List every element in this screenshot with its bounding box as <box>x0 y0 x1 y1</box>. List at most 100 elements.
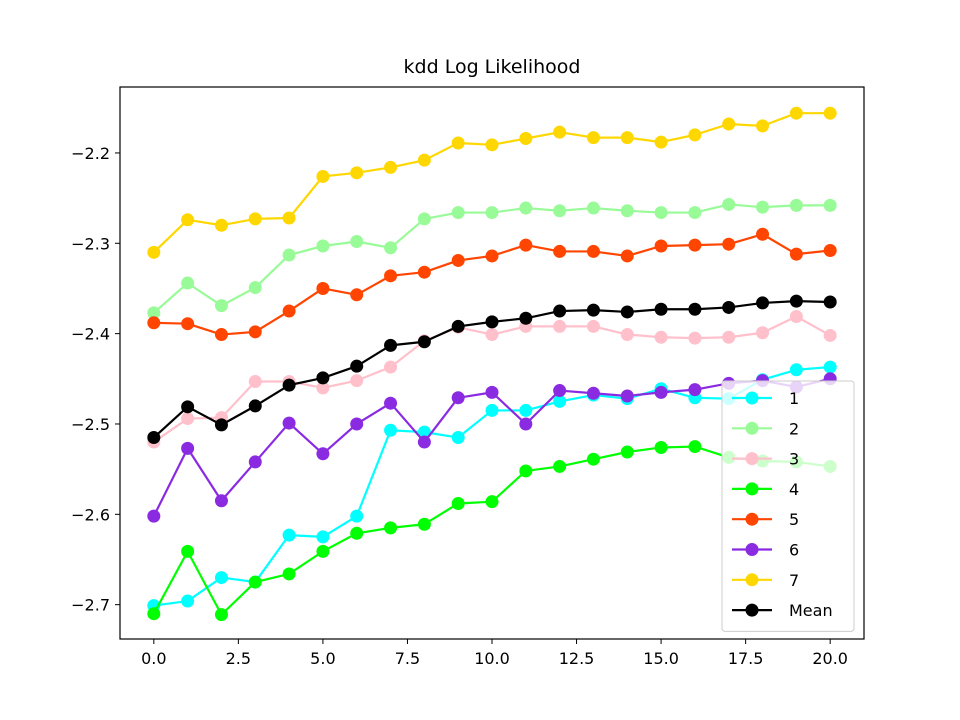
x-tick-label: 17.5 <box>728 649 764 668</box>
data-point <box>316 381 330 395</box>
legend-box <box>721 380 855 632</box>
data-point <box>586 201 600 215</box>
legend: 1 2 3 4 5 6 7 Mean <box>721 380 855 632</box>
data-point <box>248 375 262 389</box>
series-mean <box>147 294 837 445</box>
data-point <box>147 316 161 330</box>
data-point <box>181 213 195 227</box>
data-point <box>654 239 668 253</box>
legend-swatch-marker <box>745 391 759 405</box>
data-point <box>688 440 702 454</box>
data-point <box>282 528 296 542</box>
data-point <box>688 128 702 142</box>
data-point <box>823 198 837 212</box>
data-point <box>350 359 364 373</box>
x-tick-label: 5.0 <box>310 649 335 668</box>
data-point <box>722 117 736 131</box>
data-point <box>417 265 431 279</box>
series-2 <box>147 197 837 320</box>
y-tick-label: −2.6 <box>71 505 110 524</box>
data-point <box>722 300 736 314</box>
data-point <box>384 338 398 352</box>
data-point <box>147 306 161 320</box>
legend-item-mean: Mean <box>732 601 833 620</box>
legend-label: 3 <box>789 450 799 469</box>
legend-swatch-marker <box>745 543 759 556</box>
legend-swatch-marker <box>745 512 759 526</box>
data-point <box>553 244 567 258</box>
chart-title: kdd Log Likelihood <box>404 56 581 78</box>
data-point <box>485 138 499 152</box>
data-point <box>586 386 600 400</box>
data-point <box>654 385 668 399</box>
data-point <box>620 305 634 319</box>
data-point <box>316 281 330 295</box>
data-point <box>451 496 465 510</box>
data-point <box>214 418 228 432</box>
data-point <box>282 304 296 318</box>
data-point <box>417 517 431 531</box>
data-point <box>789 294 803 308</box>
legend-item-3: 3 <box>732 450 799 469</box>
data-point <box>553 459 567 473</box>
data-point <box>316 530 330 544</box>
data-point <box>620 389 634 403</box>
data-point <box>282 378 296 392</box>
data-point <box>248 212 262 226</box>
data-point <box>451 431 465 445</box>
data-point <box>586 303 600 317</box>
data-point <box>282 211 296 225</box>
data-point <box>485 385 499 399</box>
data-point <box>654 135 668 149</box>
data-point <box>553 204 567 218</box>
data-point <box>789 106 803 120</box>
data-point <box>248 281 262 295</box>
data-point <box>654 302 668 316</box>
data-point <box>147 431 161 445</box>
data-point <box>384 396 398 410</box>
x-tick-label: 12.5 <box>559 649 595 668</box>
data-point <box>485 315 499 329</box>
legend-label: 7 <box>789 571 799 590</box>
data-point <box>451 206 465 220</box>
data-point <box>688 302 702 316</box>
x-tick-label: 20.0 <box>812 649 848 668</box>
data-point <box>722 330 736 344</box>
data-point <box>316 239 330 253</box>
legend-label: 2 <box>789 419 799 438</box>
x-tick-label: 10.0 <box>474 649 510 668</box>
data-point <box>586 131 600 145</box>
data-point <box>485 249 499 263</box>
data-point <box>282 416 296 430</box>
data-point <box>451 391 465 405</box>
data-point <box>248 455 262 469</box>
legend-item-4: 4 <box>732 480 799 499</box>
data-point <box>485 206 499 220</box>
data-point <box>485 403 499 417</box>
data-point <box>147 509 161 523</box>
data-point <box>519 238 533 252</box>
data-point <box>214 299 228 313</box>
data-point <box>620 328 634 342</box>
legend-swatch-marker <box>745 482 759 496</box>
data-point <box>722 197 736 211</box>
data-point <box>451 253 465 267</box>
data-point <box>350 166 364 180</box>
data-point <box>823 295 837 309</box>
data-point <box>756 119 770 133</box>
data-point <box>789 247 803 261</box>
data-point <box>417 425 431 439</box>
legend-item-6: 6 <box>732 541 799 560</box>
legend-item-5: 5 <box>732 510 799 529</box>
data-point <box>823 244 837 258</box>
data-point <box>181 544 195 558</box>
data-point <box>214 608 228 622</box>
legend-item-2: 2 <box>732 419 799 438</box>
data-point <box>756 326 770 340</box>
data-point <box>823 360 837 374</box>
data-point <box>417 435 431 449</box>
data-point <box>181 412 195 426</box>
data-point <box>316 544 330 558</box>
series-7 <box>147 106 837 259</box>
